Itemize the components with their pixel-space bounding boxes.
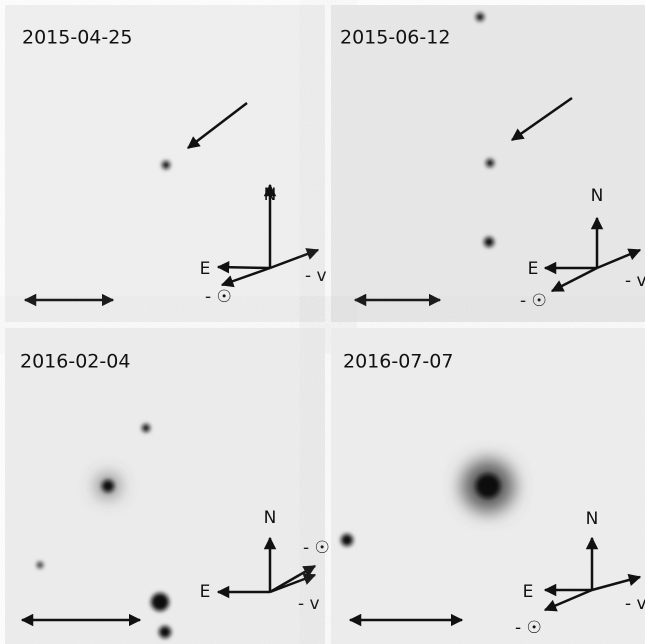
object xyxy=(484,237,494,247)
object xyxy=(486,159,494,167)
sun-label: - ☉ xyxy=(520,291,547,311)
object xyxy=(162,161,170,169)
velocity-label: - v xyxy=(298,594,320,614)
panel: 2016-07-07 N E - v - ☉ xyxy=(331,328,645,644)
panel: 2016-02-04 N E - v - ☉ xyxy=(5,328,330,644)
velocity-label: - v xyxy=(625,271,645,291)
east-label: E xyxy=(523,582,534,602)
object xyxy=(151,593,169,611)
panel: 2015-04-25 N E - v - ☉ xyxy=(5,5,327,322)
object xyxy=(37,562,43,568)
velocity-label: - v xyxy=(305,266,327,286)
north-label: N xyxy=(264,508,277,528)
east-label: E xyxy=(200,582,211,602)
date-label: 2015-04-25 xyxy=(22,27,132,49)
object xyxy=(476,474,500,498)
east-label: E xyxy=(200,259,211,279)
figure: 2015-04-25NE- v- ☉2015-06-12NE- v- ☉2016… xyxy=(0,0,645,644)
north-label: N xyxy=(586,509,599,529)
sun-label: - ☉ xyxy=(303,538,330,558)
date-label: 2016-02-04 xyxy=(20,351,130,373)
object xyxy=(476,13,484,21)
object xyxy=(159,626,171,638)
panel: 2015-06-12 N E - v - ☉ xyxy=(331,5,645,322)
date-label: 2015-06-12 xyxy=(340,27,450,49)
sun-label: - ☉ xyxy=(205,287,232,307)
velocity-label: - v xyxy=(625,594,645,614)
sun-label: - ☉ xyxy=(515,618,542,638)
north-label: N xyxy=(591,186,604,206)
east-label: E xyxy=(528,259,539,279)
object xyxy=(102,480,114,492)
north-label: N xyxy=(264,185,277,205)
east-arrow xyxy=(218,267,270,268)
object xyxy=(142,424,150,432)
date-label: 2016-07-07 xyxy=(343,351,453,373)
object xyxy=(341,534,353,546)
